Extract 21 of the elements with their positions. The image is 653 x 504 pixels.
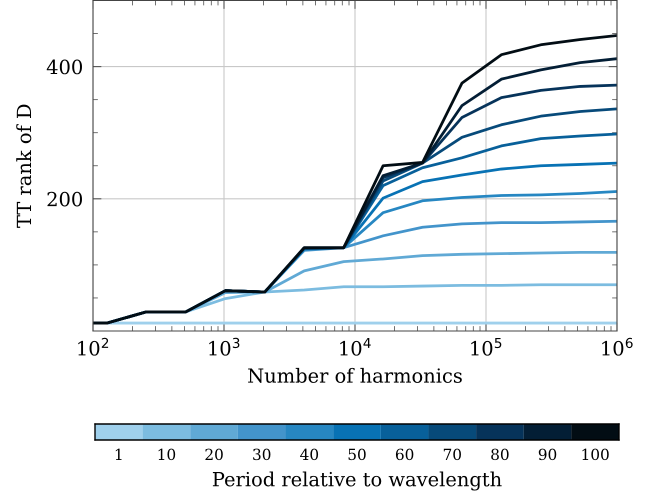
legend-label: 80: [491, 448, 509, 460]
legend-title: Period relative to wavelength: [212, 471, 502, 491]
x-tick-label: 10$^{5}$: [471, 338, 502, 356]
x-tick-label: 10$^{4}$: [340, 338, 371, 356]
legend-label: 30: [253, 448, 270, 460]
y-tick-label: 200: [47, 192, 82, 206]
x-tick-label: 10$^{3}$: [209, 338, 240, 356]
x-tick-label: 10$^{6}$: [602, 338, 633, 356]
legend-label: 40: [300, 448, 318, 460]
legend-label: 70: [444, 448, 461, 460]
legend-label: 90: [538, 448, 556, 460]
legend-label: 10: [158, 448, 176, 460]
x-tick-label: 10$^{2}$: [78, 338, 108, 356]
x-axis-title: Number of harmonics: [248, 368, 462, 383]
y-tick-label: 400: [46, 60, 82, 74]
legend-label: 20: [205, 448, 223, 460]
legend-label: 1: [116, 448, 122, 460]
legend-label: 60: [396, 448, 414, 460]
legend-label: 50: [348, 448, 366, 460]
y-axis-title: TT rank of D: [16, 104, 32, 228]
legend-label: 100: [582, 448, 609, 460]
